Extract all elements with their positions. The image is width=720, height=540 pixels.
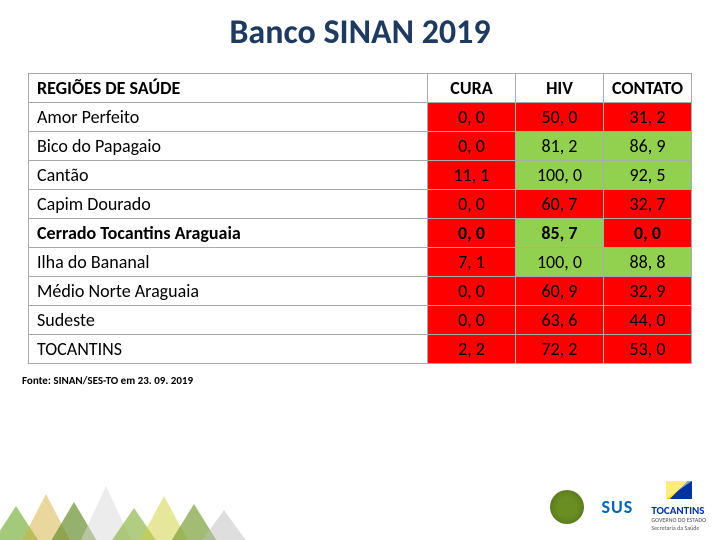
col-cura: CURA <box>427 74 515 103</box>
table-header-row: REGIÕES DE SAÚDE CURA HIV CONTATO <box>29 74 692 103</box>
cell-hiv: 63, 6 <box>515 306 603 335</box>
source-text: Fonte: SINAN/SES-TO em 23. 09. 2019 <box>0 364 720 387</box>
table-row: Amor Perfeito0, 050, 031, 2 <box>29 103 692 132</box>
cell-region: Amor Perfeito <box>29 103 428 132</box>
tocantins-text-block: TOCANTINS GOVERNO DO ESTADO Secretaria d… <box>651 505 706 532</box>
tocantins-label: TOCANTINS <box>651 505 706 516</box>
table-row: Médio Norte Araguaia0, 060, 932, 9 <box>29 277 692 306</box>
cell-cura: 0, 0 <box>427 306 515 335</box>
cell-region: Bico do Papagaio <box>29 132 428 161</box>
table-row: Bico do Papagaio0, 081, 286, 9 <box>29 132 692 161</box>
table-row: TOCANTINS2, 272, 253, 0 <box>29 335 692 364</box>
cell-region: Sudeste <box>29 306 428 335</box>
footer-logos: SUS TOCANTINS GOVERNO DO ESTADO Secretar… <box>550 481 706 532</box>
cell-contato: 53, 0 <box>603 335 691 364</box>
cell-hiv: 72, 2 <box>515 335 603 364</box>
cell-cura: 0, 0 <box>427 277 515 306</box>
footer: SUS TOCANTINS GOVERNO DO ESTADO Secretar… <box>0 465 720 540</box>
cell-cura: 0, 0 <box>427 103 515 132</box>
cell-hiv: 50, 0 <box>515 103 603 132</box>
table-row: Sudeste0, 063, 644, 0 <box>29 306 692 335</box>
logo-health <box>550 490 584 524</box>
col-hiv: HIV <box>515 74 603 103</box>
cell-cura: 7, 1 <box>427 248 515 277</box>
table-row: Cantão11, 1100, 092, 5 <box>29 161 692 190</box>
cell-cura: 11, 1 <box>427 161 515 190</box>
cell-hiv: 60, 9 <box>515 277 603 306</box>
cell-contato: 32, 9 <box>603 277 691 306</box>
health-circle-icon <box>550 490 584 524</box>
table-row: Cerrado Tocantins Araguaia0, 085, 70, 0 <box>29 219 692 248</box>
tocantins-sub1: GOVERNO DO ESTADO <box>651 516 706 524</box>
cell-cura: 2, 2 <box>427 335 515 364</box>
table-row: Ilha do Bananal7, 1100, 088, 8 <box>29 248 692 277</box>
cell-region: Cerrado Tocantins Araguaia <box>29 219 428 248</box>
flag-icon <box>666 481 692 499</box>
cell-region: Médio Norte Araguaia <box>29 277 428 306</box>
cell-contato: 92, 5 <box>603 161 691 190</box>
cell-cura: 0, 0 <box>427 190 515 219</box>
cell-contato: 86, 9 <box>603 132 691 161</box>
table-row: Capim Dourado0, 060, 732, 7 <box>29 190 692 219</box>
footer-art <box>0 468 260 540</box>
tocantins-sub2: Secretaria da Saúde <box>651 524 706 532</box>
table-container: REGIÕES DE SAÚDE CURA HIV CONTATO Amor P… <box>0 73 720 364</box>
sus-label: SUS <box>602 496 634 518</box>
triangle-icon <box>198 510 250 540</box>
cell-region: TOCANTINS <box>29 335 428 364</box>
cell-cura: 0, 0 <box>427 219 515 248</box>
cell-contato: 0, 0 <box>603 219 691 248</box>
col-region: REGIÕES DE SAÚDE <box>29 74 428 103</box>
cell-contato: 31, 2 <box>603 103 691 132</box>
cell-contato: 44, 0 <box>603 306 691 335</box>
col-contato: CONTATO <box>603 74 691 103</box>
slide-title: Banco SINAN 2019 <box>0 0 720 73</box>
cell-hiv: 85, 7 <box>515 219 603 248</box>
cell-hiv: 60, 7 <box>515 190 603 219</box>
cell-contato: 32, 7 <box>603 190 691 219</box>
cell-hiv: 100, 0 <box>515 161 603 190</box>
cell-region: Ilha do Bananal <box>29 248 428 277</box>
cell-contato: 88, 8 <box>603 248 691 277</box>
cell-region: Capim Dourado <box>29 190 428 219</box>
cell-hiv: 100, 0 <box>515 248 603 277</box>
logo-sus: SUS <box>602 496 634 518</box>
cell-hiv: 81, 2 <box>515 132 603 161</box>
data-table: REGIÕES DE SAÚDE CURA HIV CONTATO Amor P… <box>28 73 692 364</box>
cell-cura: 0, 0 <box>427 132 515 161</box>
logo-tocantins: TOCANTINS GOVERNO DO ESTADO Secretaria d… <box>651 481 706 532</box>
cell-region: Cantão <box>29 161 428 190</box>
